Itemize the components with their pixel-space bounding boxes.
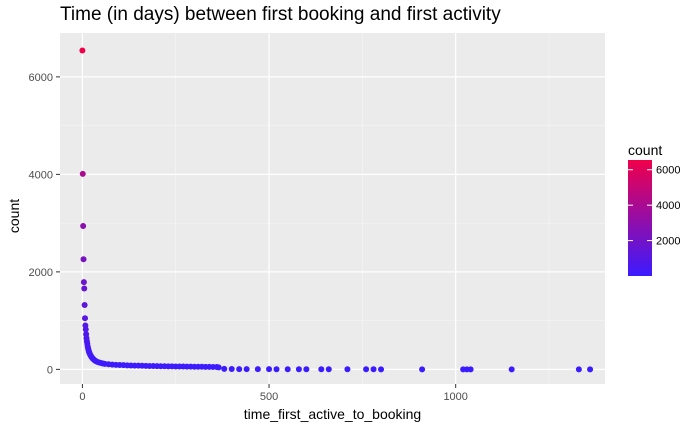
data-point [79, 170, 86, 177]
data-point [82, 326, 89, 333]
y-tick-label: 2000 [29, 267, 53, 279]
y-tick-label: 0 [47, 364, 53, 376]
data-point [325, 366, 332, 373]
data-point [575, 366, 582, 373]
data-point [378, 366, 385, 373]
data-point [363, 366, 370, 373]
colorbar [628, 160, 652, 276]
data-point [370, 366, 377, 373]
data-point [419, 366, 426, 373]
data-point [295, 366, 302, 373]
x-tick-label: 1000 [443, 391, 467, 403]
data-point [508, 366, 515, 373]
data-point [80, 223, 87, 230]
data-point [254, 366, 261, 373]
data-point [344, 366, 351, 373]
data-point [81, 302, 88, 309]
data-point [215, 364, 222, 371]
data-point [236, 366, 243, 373]
data-point [82, 315, 89, 322]
data-point [79, 47, 86, 54]
colorbar-tick-label: 2000 [656, 236, 680, 248]
data-point [266, 366, 273, 373]
y-axis-label: count [6, 198, 22, 234]
data-point [284, 366, 291, 373]
chart-title: Time (in days) between first booking and… [60, 4, 501, 25]
data-point [273, 366, 280, 373]
legend-title: count [628, 142, 663, 158]
data-point [243, 366, 250, 373]
data-point [228, 365, 235, 372]
data-point [80, 279, 87, 286]
data-point [221, 365, 228, 372]
x-axis-label: time_first_active_to_booking [243, 406, 422, 422]
colorbar-tick-label: 4000 [656, 200, 680, 212]
data-point [303, 366, 310, 373]
data-point [81, 285, 88, 292]
y-tick-label: 6000 [29, 72, 53, 84]
x-tick-label: 500 [260, 391, 278, 403]
data-point [318, 366, 325, 373]
colorbar-tick-label: 6000 [656, 165, 680, 177]
data-point [587, 366, 594, 373]
data-point [80, 256, 87, 263]
plot-panel [60, 33, 605, 384]
data-point [467, 366, 474, 373]
x-tick-label: 0 [79, 391, 85, 403]
y-tick-label: 4000 [29, 169, 53, 181]
